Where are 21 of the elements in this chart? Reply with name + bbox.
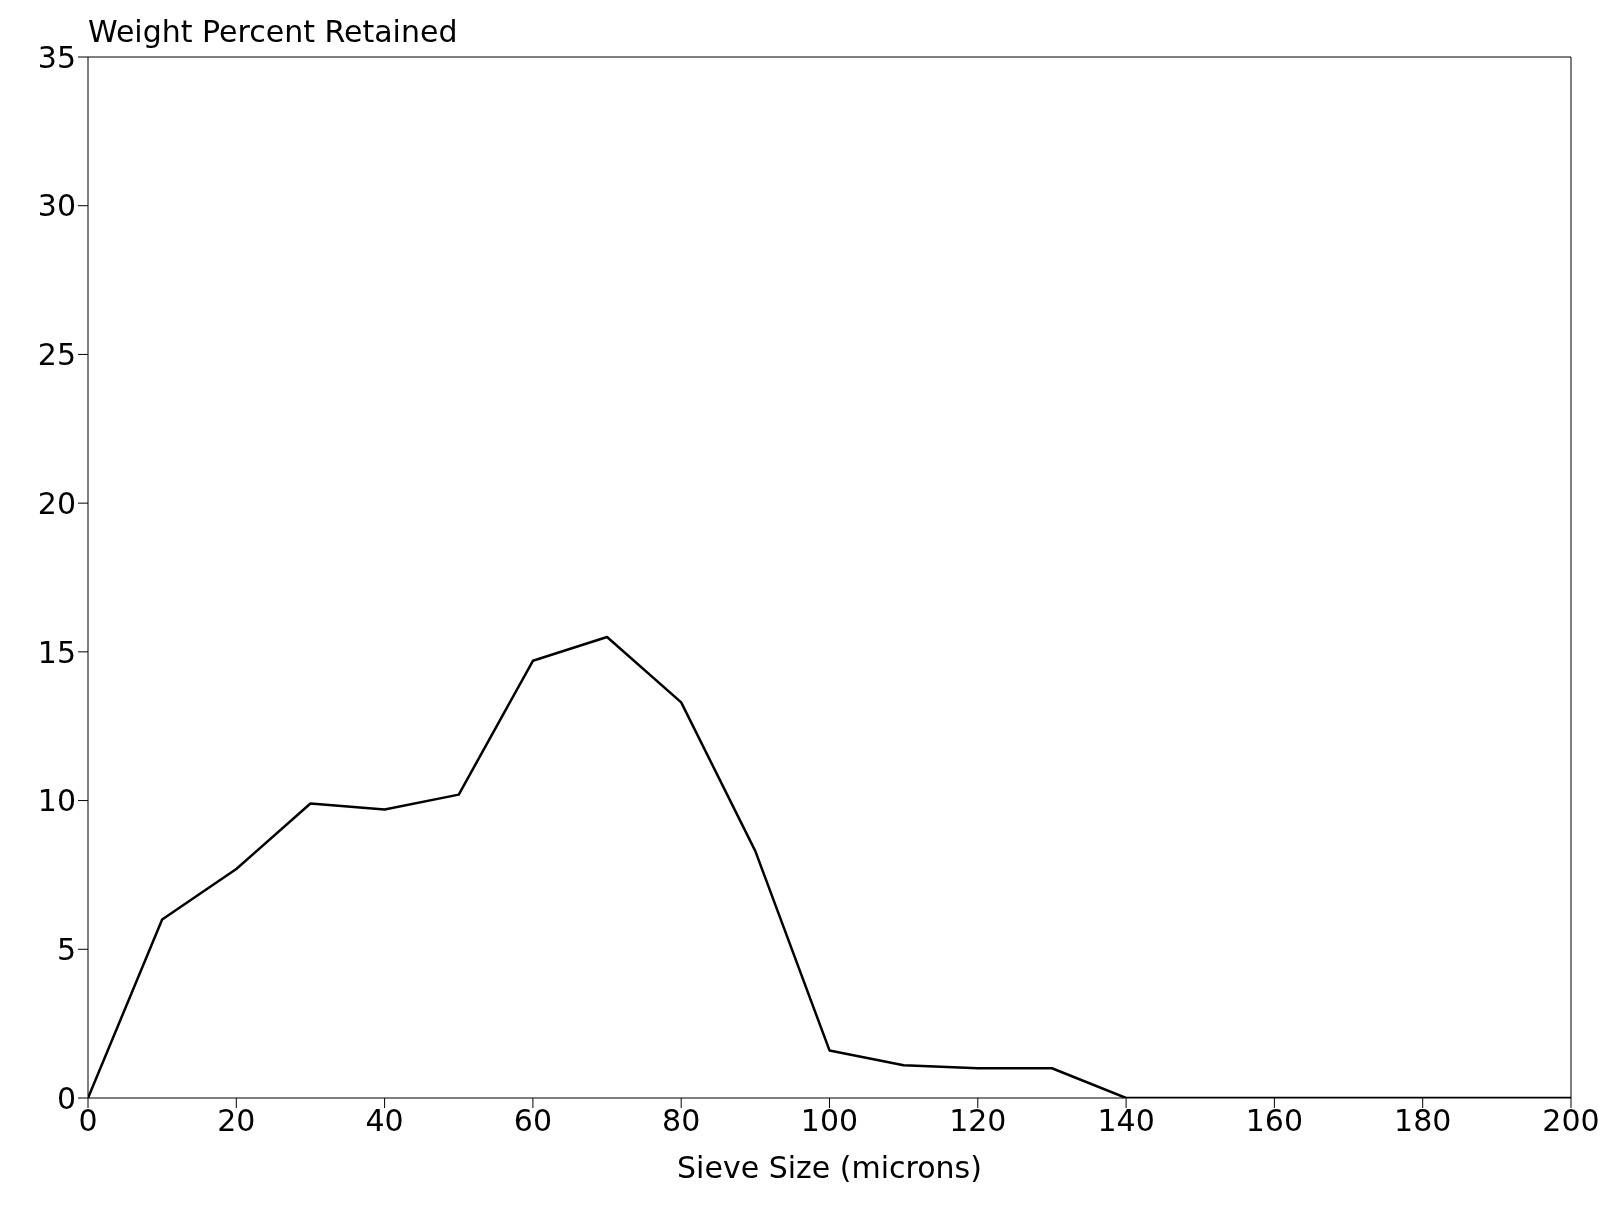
y-tick-label: 30 [37, 188, 76, 224]
y-axis-title: Weight Percent Retained [88, 14, 458, 49]
y-tick-label: 10 [37, 783, 76, 819]
y-tick-label: 35 [37, 39, 76, 75]
y-tick-label: 0 [56, 1080, 76, 1116]
x-tick-label: 20 [217, 1103, 256, 1139]
x-tick-label: 60 [513, 1103, 552, 1139]
x-tick-label: 120 [949, 1103, 1007, 1139]
y-tick-label: 5 [56, 931, 76, 967]
x-tick-label: 80 [662, 1103, 701, 1139]
x-tick-label: 200 [1542, 1103, 1600, 1139]
x-tick-label: 140 [1097, 1103, 1155, 1139]
y-tick-label: 15 [37, 634, 76, 670]
x-axis-title: Sieve Size (microns) [677, 1150, 982, 1185]
x-tick-label: 40 [365, 1103, 404, 1139]
x-tick-label: 0 [78, 1103, 98, 1139]
x-tick-label: 180 [1394, 1103, 1452, 1139]
x-tick-label: 100 [800, 1103, 859, 1139]
x-tick-label: 160 [1245, 1103, 1304, 1139]
y-tick-label: 25 [37, 337, 76, 373]
y-tick-label: 20 [37, 485, 76, 521]
